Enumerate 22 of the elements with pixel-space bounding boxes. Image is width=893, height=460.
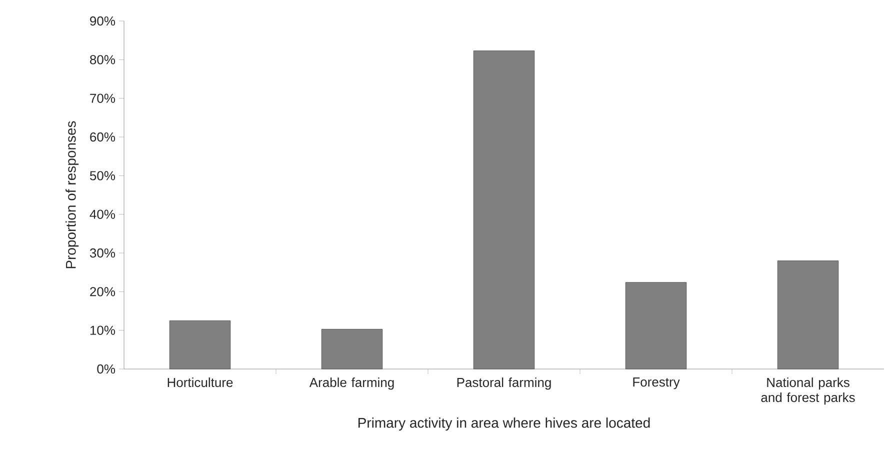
bar <box>625 282 687 370</box>
y-tick-label: 40% <box>90 210 116 219</box>
bar <box>777 260 839 370</box>
y-tick-label: 50% <box>90 171 116 180</box>
x-tick-label: Horticulture <box>168 378 233 388</box>
y-tick-label: 90% <box>90 16 116 26</box>
x-tick-label: National parks and forest parks <box>761 378 855 405</box>
x-tick-label: Arable farming <box>309 378 394 390</box>
x-tick-label: Forestry <box>633 378 680 390</box>
bar <box>473 50 535 370</box>
y-tick-label: 30% <box>90 248 116 258</box>
bar <box>169 320 231 370</box>
y-tick-label: 0% <box>97 364 116 374</box>
y-tick-label: 60% <box>90 132 116 142</box>
y-tick-label: 10% <box>90 326 116 335</box>
x-axis-title: Primary activity in area where hives are located <box>358 418 650 431</box>
bar <box>321 328 383 370</box>
y-tick-label: 70% <box>90 94 116 103</box>
y-axis-title: Proportion of responses <box>66 121 79 268</box>
y-tick-label: 80% <box>90 55 116 64</box>
x-tick-label: Pastoral farming <box>457 378 551 390</box>
y-tick-label: 20% <box>90 287 116 296</box>
